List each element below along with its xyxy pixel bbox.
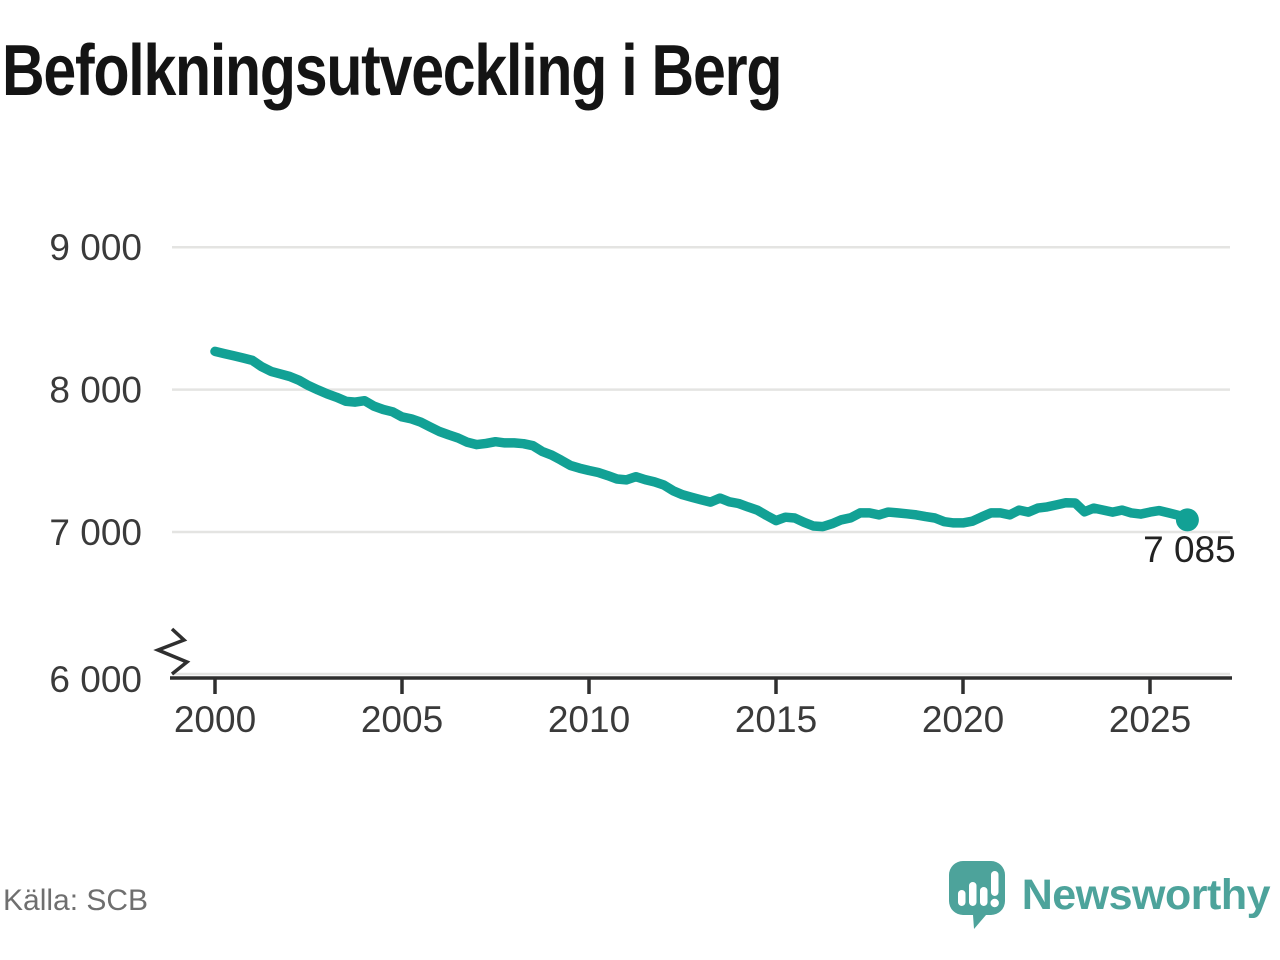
end-point-dot <box>1175 508 1199 532</box>
y-tick-label: 6 000 <box>49 659 142 700</box>
newsworthy-logo: Newsworthy <box>948 860 1271 930</box>
newsworthy-logo-text: Newsworthy <box>1021 870 1271 919</box>
population-line <box>210 346 1193 532</box>
x-tick-label: 2010 <box>548 699 630 740</box>
newsworthy-speech-bubble-bar-chart-icon <box>948 861 1005 929</box>
chart-title: Befolkningsutveckling i Berg <box>2 31 782 111</box>
x-tick-label: 2025 <box>1109 699 1191 740</box>
y-tick-label: 9 000 <box>49 227 142 268</box>
x-tick-label: 2015 <box>735 699 817 740</box>
y-tick-label: 8 000 <box>49 370 142 411</box>
end-value-label: 7 085 <box>1143 529 1236 570</box>
x-tick-label: 2020 <box>922 699 1004 740</box>
source-note: Källa: SCB <box>3 884 149 917</box>
y-tick-label: 7 000 <box>49 512 142 553</box>
x-tick-label: 2000 <box>174 699 256 740</box>
y-axis-break-icon <box>153 627 191 676</box>
x-tick-label: 2005 <box>361 699 443 740</box>
